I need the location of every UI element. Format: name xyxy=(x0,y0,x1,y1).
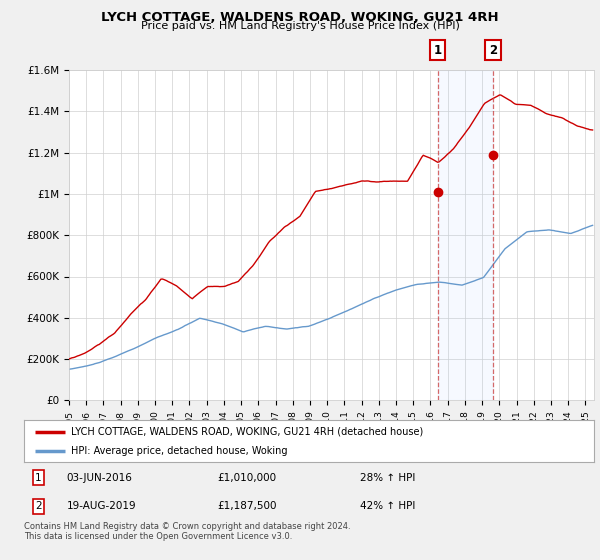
Text: LYCH COTTAGE, WALDENS ROAD, WOKING, GU21 4RH: LYCH COTTAGE, WALDENS ROAD, WOKING, GU21… xyxy=(101,11,499,24)
Text: 2: 2 xyxy=(35,501,41,511)
Text: Price paid vs. HM Land Registry's House Price Index (HPI): Price paid vs. HM Land Registry's House … xyxy=(140,21,460,31)
Bar xyxy=(438,70,493,400)
Text: 2: 2 xyxy=(489,44,497,57)
Text: 1: 1 xyxy=(434,44,442,57)
Text: £1,010,000: £1,010,000 xyxy=(218,473,277,483)
Text: Contains HM Land Registry data © Crown copyright and database right 2024.
This d: Contains HM Land Registry data © Crown c… xyxy=(24,522,350,542)
Text: LYCH COTTAGE, WALDENS ROAD, WOKING, GU21 4RH (detached house): LYCH COTTAGE, WALDENS ROAD, WOKING, GU21… xyxy=(71,427,423,437)
Text: 28% ↑ HPI: 28% ↑ HPI xyxy=(360,473,416,483)
Text: 03-JUN-2016: 03-JUN-2016 xyxy=(67,473,133,483)
Text: 19-AUG-2019: 19-AUG-2019 xyxy=(67,501,136,511)
Text: 42% ↑ HPI: 42% ↑ HPI xyxy=(360,501,416,511)
Text: HPI: Average price, detached house, Woking: HPI: Average price, detached house, Woki… xyxy=(71,446,287,456)
Text: £1,187,500: £1,187,500 xyxy=(218,501,277,511)
Text: 1: 1 xyxy=(35,473,41,483)
